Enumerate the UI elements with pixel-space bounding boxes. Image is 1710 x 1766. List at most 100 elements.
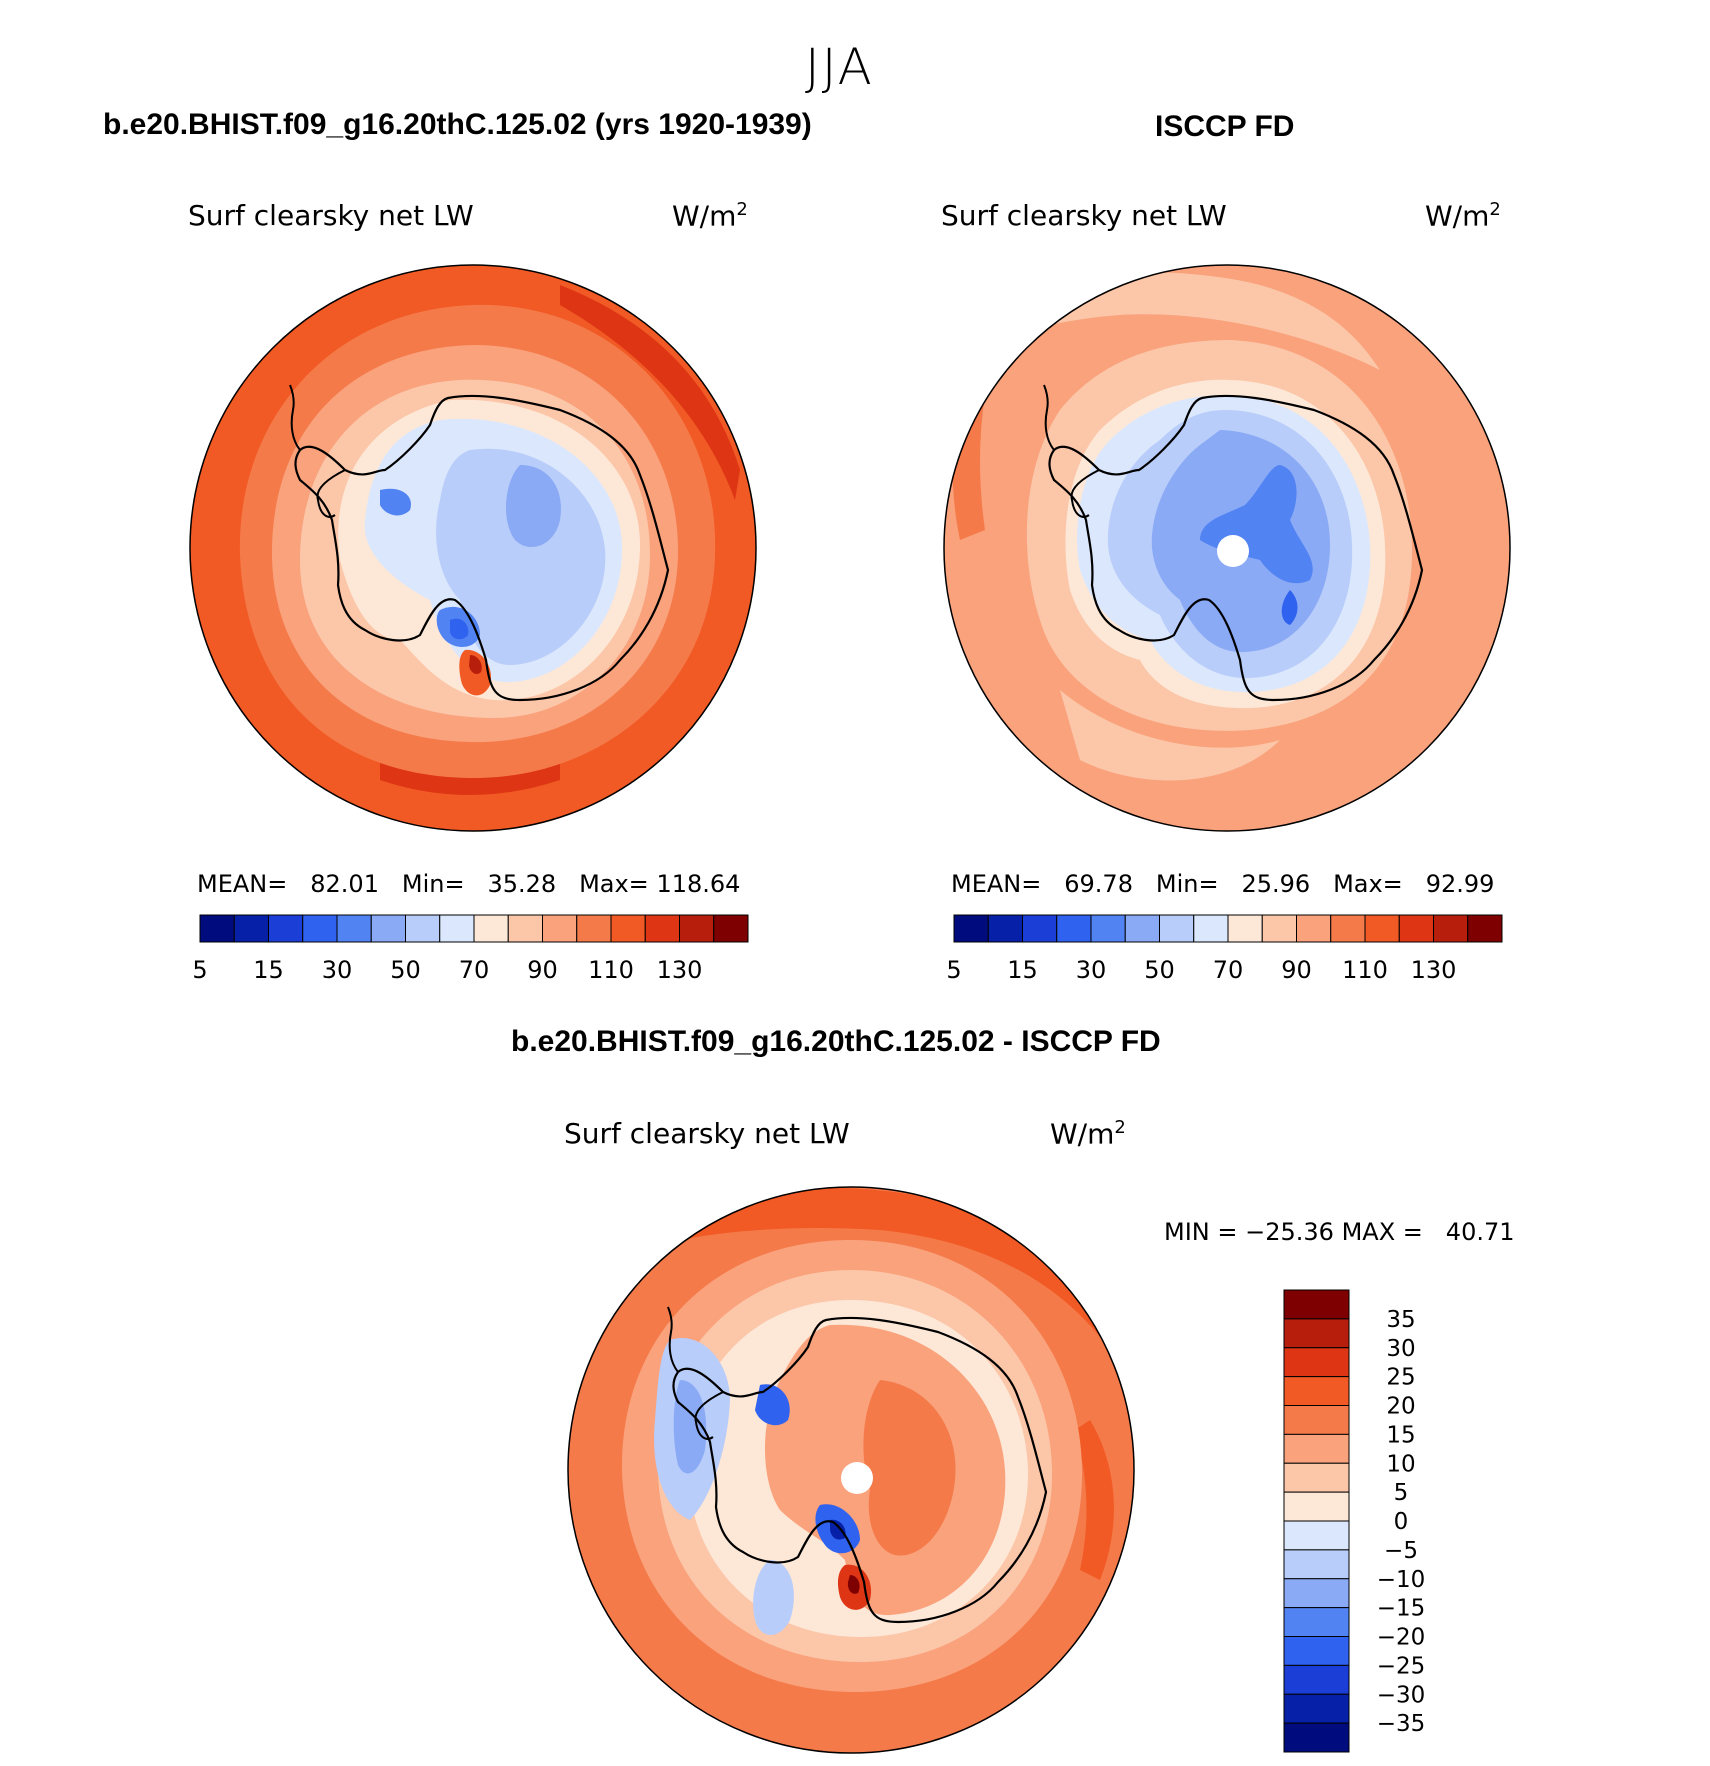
colorbar-tick-label: 15: [253, 956, 284, 984]
colorbar-tick-label: 110: [1342, 956, 1388, 984]
panel3-max-value: 40.71: [1445, 1218, 1515, 1246]
colorbar-tick-label: 50: [1144, 956, 1175, 984]
panel3-map-border: [567, 1186, 1135, 1754]
panel2-plateau-core: [1200, 465, 1313, 584]
colorbar-swatch: [370, 914, 406, 943]
colorbar-swatch: [1283, 1289, 1350, 1320]
colorbar-swatch: [542, 914, 578, 943]
colorbar-swatch: [1022, 914, 1058, 943]
colorbar-swatch: [1433, 914, 1469, 943]
panel3-units-exp: 2: [1114, 1117, 1126, 1138]
colorbar-swatch: [1159, 914, 1195, 943]
panel3-pole-missing: [841, 1462, 873, 1494]
panel1-min-label: Min=: [401, 870, 465, 898]
colorbar-swatch: [1124, 914, 1160, 943]
colorbar-swatch: [1283, 1462, 1350, 1493]
colorbar-tick-label: −25: [1377, 1653, 1426, 1679]
panel2-map: [944, 265, 1510, 831]
colorbar-tick-label: −15: [1377, 1596, 1426, 1622]
panel1-peninsula: [289, 384, 346, 518]
colorbar-tick-label: 110: [588, 956, 634, 984]
colorbar-swatch: [1398, 914, 1434, 943]
colorbar-tick-label: 70: [459, 956, 490, 984]
panel1-min-value: 35.28: [487, 870, 557, 898]
colorbar-tick-label: −35: [1377, 1711, 1426, 1737]
colorbar-swatch: [1283, 1347, 1350, 1378]
panel3-stats: MIN = −25.36 MAX = 40.71: [1164, 1218, 1515, 1246]
panel2-plateau-tongue: [1281, 590, 1298, 625]
panel1-variable-label: Surf clearsky net LW: [188, 199, 474, 232]
colorbar-tick-label: 130: [657, 956, 703, 984]
colorbar-swatch: [405, 914, 441, 943]
colorbar-tick-label: 20: [1386, 1394, 1415, 1420]
colorbar-swatch: [1283, 1693, 1350, 1724]
colorbar-tick-label: 30: [1076, 956, 1107, 984]
panel2-stats: MEAN= 69.78 Min= 25.96 Max= 92.99: [951, 870, 1494, 898]
colorbar-swatch: [1193, 914, 1229, 943]
colorbar-swatch: [713, 914, 749, 943]
colorbar-swatch: [507, 914, 543, 943]
colorbar-tick-label: 5: [192, 956, 207, 984]
panel3-units-base: W/m: [1050, 1117, 1115, 1151]
panel1-max-value: 118.64: [656, 870, 741, 898]
colorbar-swatch: [1283, 1318, 1350, 1349]
colorbar-swatch: [1467, 914, 1503, 943]
panel1-units-exp: 2: [736, 199, 748, 220]
colorbar-tick-label: 5: [946, 956, 961, 984]
panel3-min-label: MIN =: [1164, 1218, 1238, 1246]
figure-title: JJA: [805, 38, 874, 96]
panel2-max-value: 92.99: [1425, 870, 1495, 898]
colorbar-tick-label: 30: [1386, 1336, 1415, 1362]
panel1-map: [190, 265, 756, 831]
colorbar-swatch: [1296, 914, 1332, 943]
panel1-case-title: b.e20.BHIST.f09_g16.20thC.125.02 (yrs 19…: [103, 108, 812, 141]
colorbar-swatch: [1364, 914, 1400, 943]
panel1-mean-value: 82.01: [310, 870, 379, 898]
colorbar-swatch: [1283, 1722, 1350, 1753]
panel3-variable-label: Surf clearsky net LW: [564, 1117, 850, 1150]
panel3-units: W/m2: [1050, 1117, 1126, 1150]
colorbar-swatch: [199, 914, 235, 943]
colorbar-swatch: [1283, 1491, 1350, 1522]
colorbar-tick-label: 130: [1411, 956, 1457, 984]
colorbar-tick-label: −10: [1377, 1567, 1426, 1593]
colorbar-tick-label: 5: [1394, 1480, 1409, 1506]
panel3-case-title: b.e20.BHIST.f09_g16.20thC.125.02 - ISCCP…: [511, 1025, 1161, 1058]
panel3-weddell-neg2: [673, 1380, 707, 1474]
panel3-ross-neg: [753, 1560, 794, 1635]
panel1-units-base: W/m: [672, 199, 737, 233]
panel1-units: W/m2: [672, 199, 748, 232]
colorbar-swatch: [1283, 1664, 1350, 1695]
panel1-ross-high-core: [469, 655, 482, 674]
panel3-min-value: −25.36: [1245, 1218, 1334, 1246]
panel2-variable-label: Surf clearsky net LW: [941, 199, 1227, 232]
colorbar-swatch: [1283, 1376, 1350, 1406]
colorbar-tick-label: 70: [1213, 956, 1244, 984]
colorbar-tick-label: 90: [527, 956, 558, 984]
panel1-stats: MEAN= 82.01 Min= 35.28 Max= 118.64: [197, 870, 740, 898]
colorbar-swatch: [302, 914, 338, 943]
panel1-plateau-core: [505, 465, 561, 548]
colorbar-swatch: [953, 914, 989, 943]
colorbar-swatch: [1261, 914, 1297, 943]
colorbar-tick-label: 15: [1007, 956, 1038, 984]
panel2-units-exp: 2: [1489, 199, 1501, 220]
panel2-colorbar: 5 15 30 50 70 90 110 130: [946, 914, 1503, 984]
colorbar-swatch: [268, 914, 304, 943]
colorbar-swatch: [679, 914, 715, 943]
panel2-peninsula: [1043, 384, 1100, 518]
colorbar-tick-label: −5: [1384, 1538, 1418, 1564]
colorbar-tick-label: −30: [1377, 1682, 1426, 1708]
colorbar-swatch: [1227, 914, 1263, 943]
panel2-pole-missing: [1217, 535, 1249, 567]
colorbar-tick-label: 50: [390, 956, 421, 984]
colorbar-tick-label: 10: [1386, 1451, 1415, 1477]
colorbar-swatch: [336, 914, 372, 943]
colorbar-swatch: [1283, 1520, 1350, 1551]
colorbar-swatch: [987, 914, 1023, 943]
colorbar-tick-label: −20: [1377, 1625, 1426, 1651]
panel1-colorbar: 5 15 30 50 70 90 110 130: [192, 914, 749, 984]
panel1-max-label: Max=: [579, 870, 649, 898]
panel3-max-label: MAX =: [1341, 1218, 1423, 1246]
